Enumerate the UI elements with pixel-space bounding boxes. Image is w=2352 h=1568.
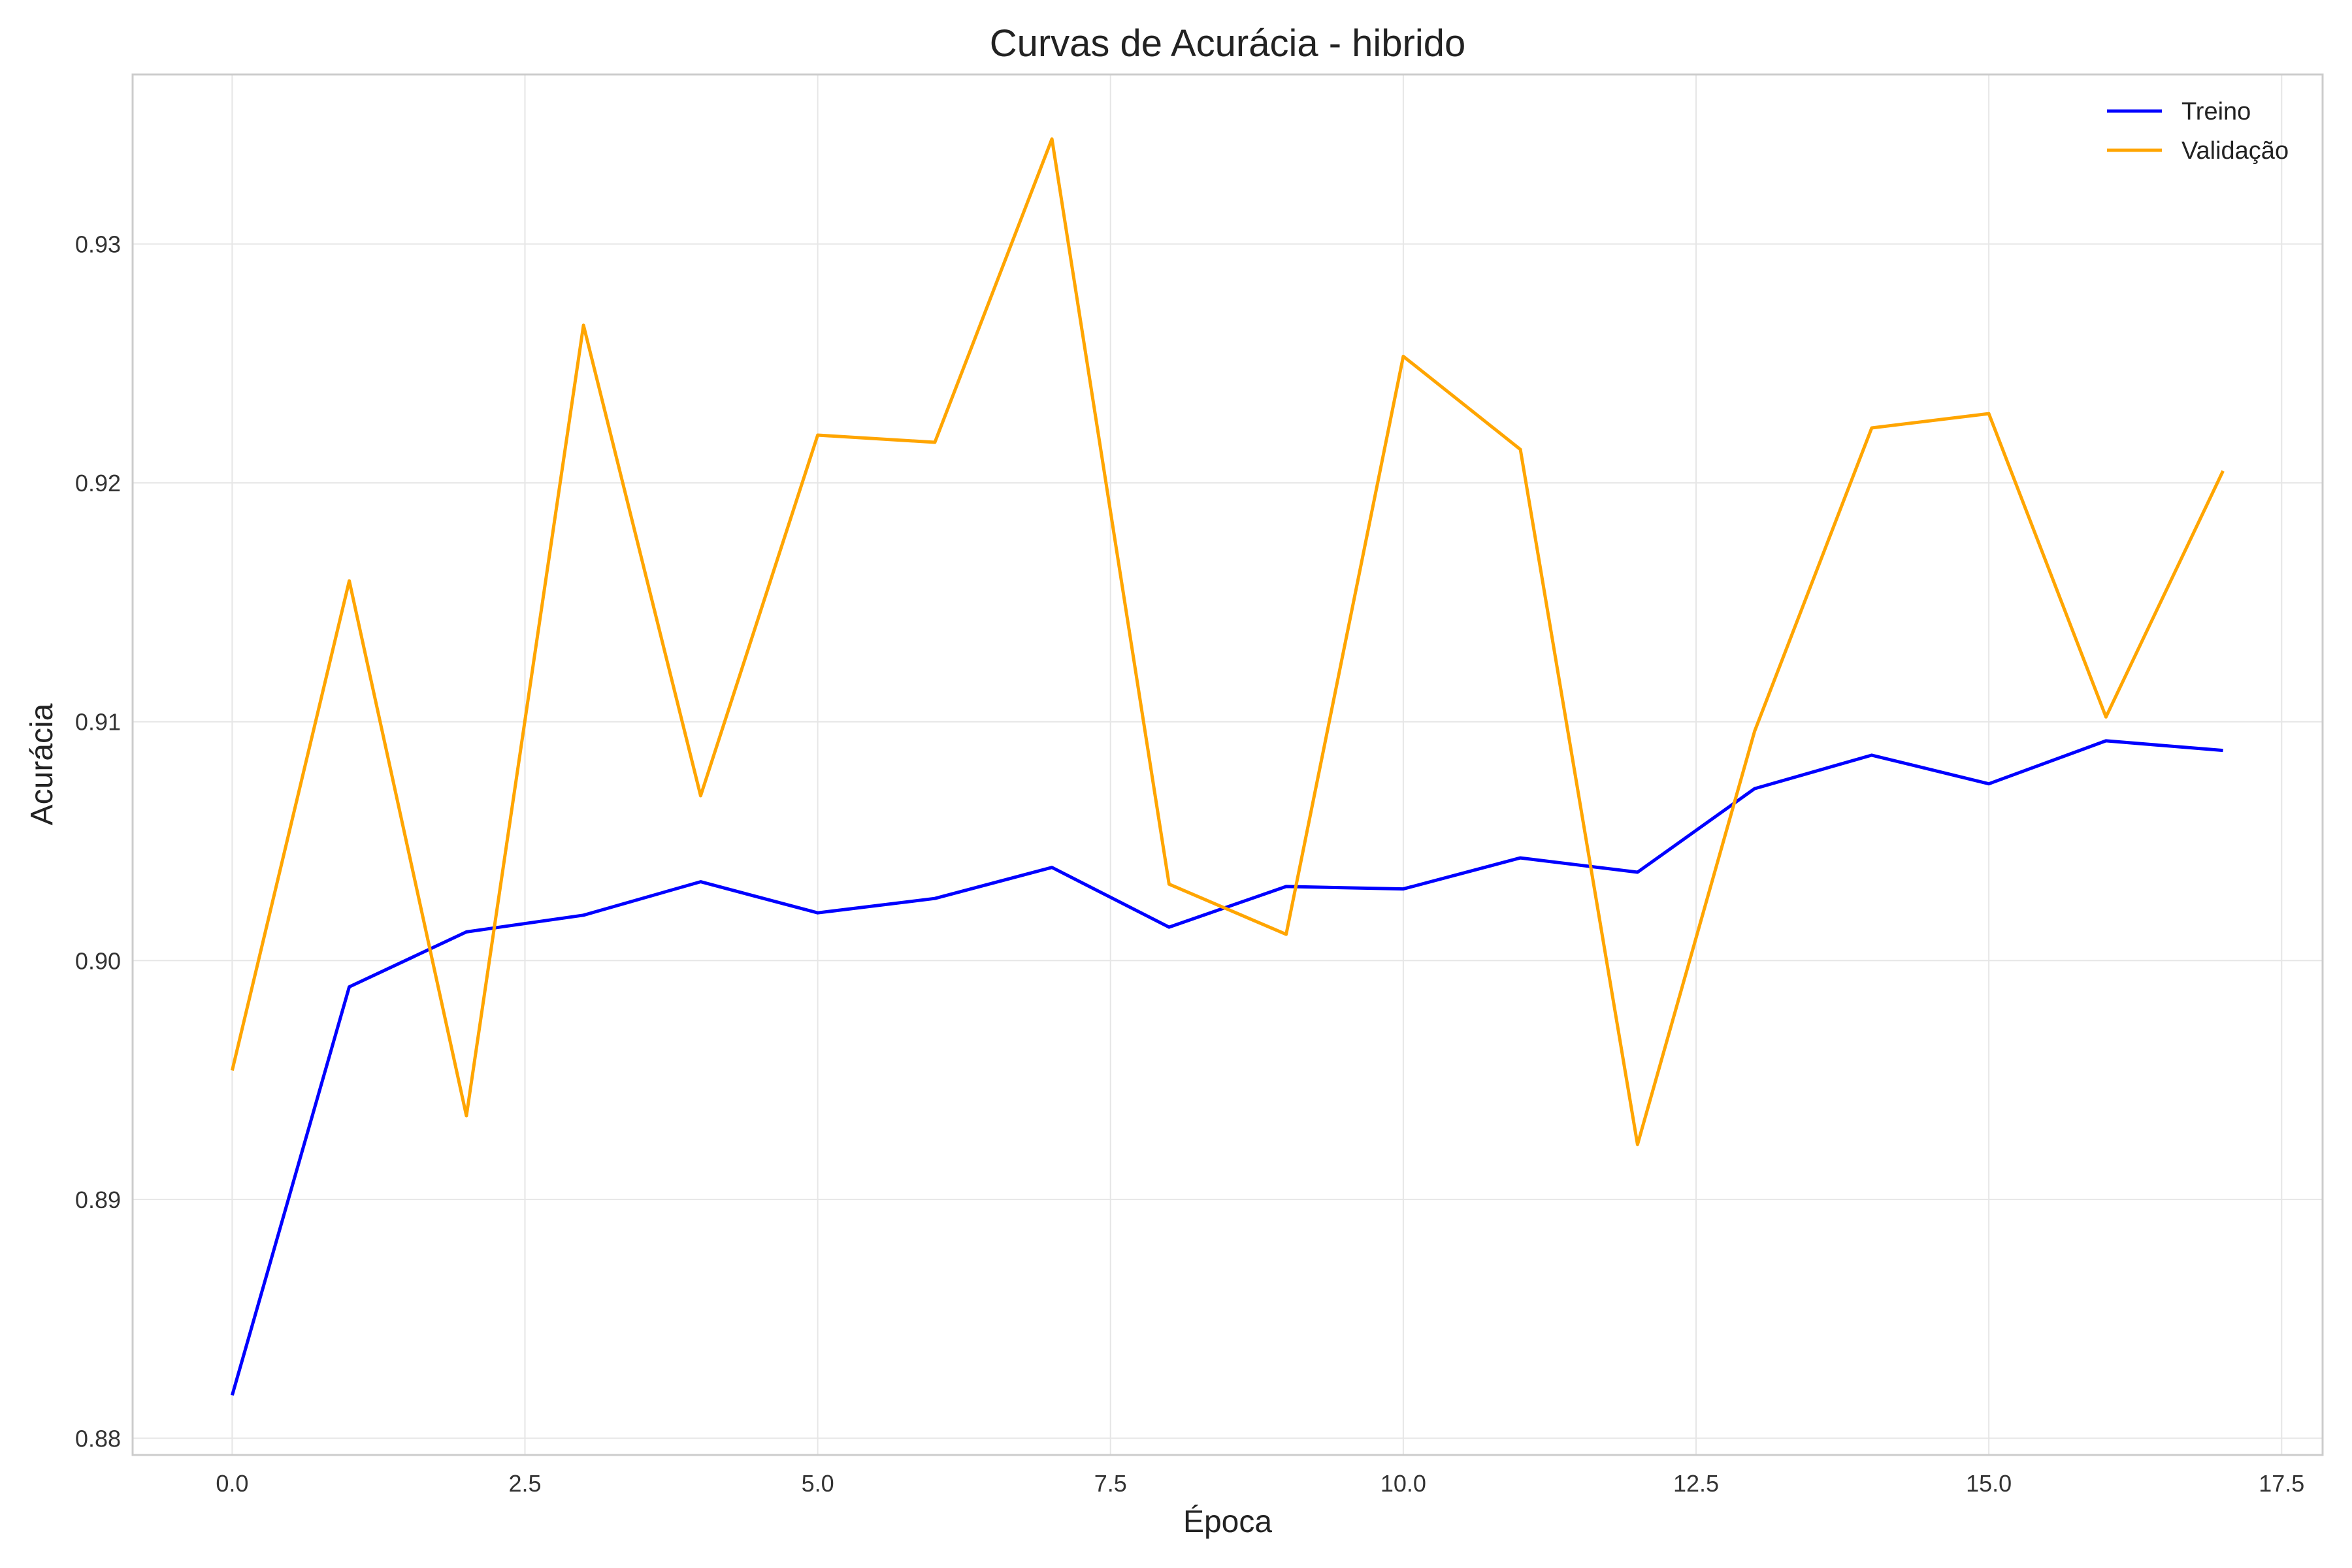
legend: Treino Validação	[2107, 98, 2289, 165]
legend-label-treino: Treino	[2181, 98, 2251, 125]
series-layer	[230, 137, 2225, 1396]
legend-label-validacao: Validação	[2181, 137, 2289, 165]
x-tick-label: 17.5	[2259, 1470, 2304, 1497]
x-tick-label: 2.5	[508, 1470, 541, 1497]
series-line-validacao	[230, 137, 2225, 1147]
chart-title: Curvas de Acurácia - hibrido	[990, 22, 1466, 65]
x-axis-label: Época	[1183, 1505, 1272, 1539]
x-tick-label: 5.0	[802, 1470, 834, 1497]
y-tick-label: 0.88	[75, 1425, 121, 1452]
x-tick-label: 12.5	[1673, 1470, 1719, 1497]
series-line-treino	[230, 739, 2223, 1396]
y-tick-label: 0.89	[75, 1186, 121, 1213]
y-tick-label: 0.90	[75, 947, 121, 974]
x-tick-label: 15.0	[1966, 1470, 2012, 1497]
tick-layer: 0.0 2.5 5.0 7.5 10.0 12.5 15.0 17.5 0.88 0.89 0.90…	[75, 231, 2304, 1497]
x-tick-label: 7.5	[1094, 1470, 1127, 1497]
y-tick-label: 0.92	[75, 470, 121, 497]
plot-frame	[131, 73, 2324, 1456]
x-tick-label: 10.0	[1380, 1470, 1426, 1497]
y-axis-label: Acurácia	[25, 703, 59, 825]
y-tick-label: 0.93	[75, 231, 121, 258]
grid-layer	[133, 74, 2323, 1455]
x-tick-label: 0.0	[216, 1470, 248, 1497]
y-tick-label: 0.91	[75, 709, 121, 736]
